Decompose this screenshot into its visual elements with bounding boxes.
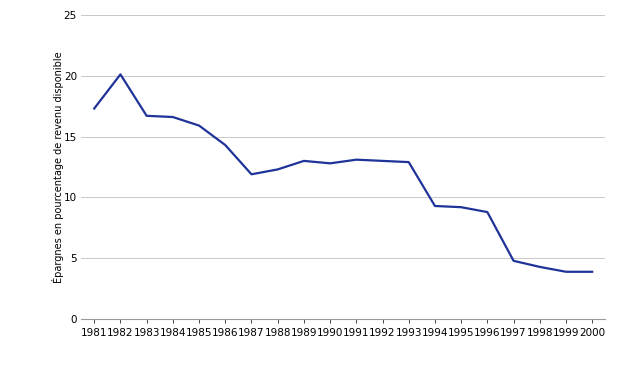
Y-axis label: Épargnes en pourcentage de revenu disponible: Épargnes en pourcentage de revenu dispon… xyxy=(52,51,64,283)
